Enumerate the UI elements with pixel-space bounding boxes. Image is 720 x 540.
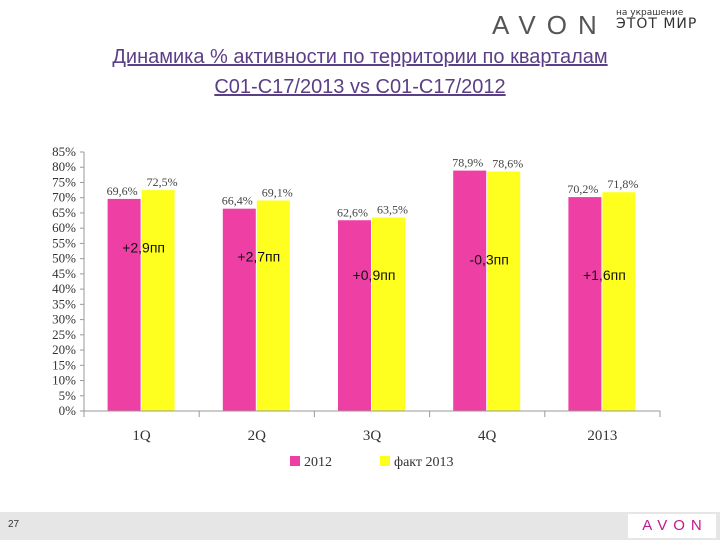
value-label: 71,8% [607,177,638,191]
y-tick-label: 65% [52,205,76,220]
brand-tagline: на украшение ЭТОТ МИР [616,8,698,32]
difference-label: +2,7пп [237,249,280,265]
y-tick-label: 25% [52,327,76,342]
x-tick-label: 3Q [363,428,382,444]
bar-2012 [338,220,371,411]
value-label: 66,4% [222,194,253,208]
bar-2012 [107,198,141,411]
y-tick-label: 5% [59,388,77,403]
bar-2013 [372,217,405,411]
y-tick-label: 35% [52,296,76,311]
y-tick-label: 0% [59,403,77,418]
y-tick-label: 45% [52,266,76,281]
x-tick-label: 4Q [478,428,497,444]
value-label: 69,6% [107,184,138,198]
x-axis-ticks: 1Q 2Q 3Q 4Q 2013 [83,411,661,444]
value-label: 63,5% [377,203,408,217]
footer-bar [0,512,720,540]
legend-swatch [290,456,300,466]
bar-2013 [141,190,175,411]
y-tick-label: 75% [52,174,76,189]
value-label: 69,1% [262,185,293,199]
title-line2: С01-С17/2013 vs С01-С17/2012 [214,76,506,98]
page-number: 27 [8,519,20,530]
y-tick-label: 60% [52,220,76,235]
y-tick-label: 40% [52,281,76,296]
legend-label: 2012 [304,455,332,470]
y-tick-label: 15% [52,357,76,372]
value-labels-group: 69,6% 66,4% 62,6% 78,9% 70,2% 72,5% 69,1% 63,5%… [107,156,639,220]
bar-chart: 0%5%10%15%20%25%30%35%40%45%50%55%60%65%… [52,144,661,470]
legend-swatch [380,456,390,466]
tagline-line2: ЭТОТ МИР [616,16,698,32]
bar-2012 [453,170,487,411]
y-tick-label: 70% [52,190,76,205]
y-tick-label: 85% [52,144,76,159]
avon-logo: AVON [492,10,608,40]
brand-header: AVON на украшение ЭТОТ МИР [480,6,716,46]
bars-group [107,170,636,411]
bar-2013 [256,200,290,411]
value-label: 78,6% [492,157,523,171]
y-tick-label: 55% [52,235,76,250]
legend-label: факт 2013 [394,455,454,470]
y-tick-label: 80% [52,159,76,174]
difference-label: +0,9пп [353,267,396,283]
bar-2012 [222,208,256,411]
slide-title: Динамика % активности по территории по к… [40,42,680,102]
x-tick-label: 2Q [248,428,267,444]
value-label: 78,9% [452,156,483,170]
value-label: 62,6% [337,205,368,219]
chart-legend: 2012 факт 2013 [290,455,454,470]
footer-logo: AVON [628,514,716,538]
title-line1: Динамика % активности по территории по к… [112,46,608,68]
difference-label: +1,6пп [583,267,626,283]
footer-logo-text: AVON [642,517,708,534]
difference-label: -0,3пп [470,252,509,268]
bar-2013 [602,192,636,411]
bar-2013 [487,171,521,411]
value-label: 70,2% [567,182,598,196]
y-tick-label: 10% [52,373,76,388]
y-axis-ticks: 0%5%10%15%20%25%30%35%40%45%50%55%60%65%… [52,144,84,418]
difference-labels-group: +2,9пп +2,7пп +0,9пп -0,3пп +1,6пп [122,240,626,283]
y-tick-label: 20% [52,342,76,357]
difference-label: +2,9пп [122,240,165,256]
x-tick-label: 2013 [587,428,617,444]
bar-2012 [568,197,602,411]
y-tick-label: 50% [52,251,76,266]
tagline-line1: на украшение [616,8,684,18]
x-tick-label: 1Q [132,428,151,444]
y-tick-label: 30% [52,312,76,327]
value-label: 72,5% [147,175,178,189]
